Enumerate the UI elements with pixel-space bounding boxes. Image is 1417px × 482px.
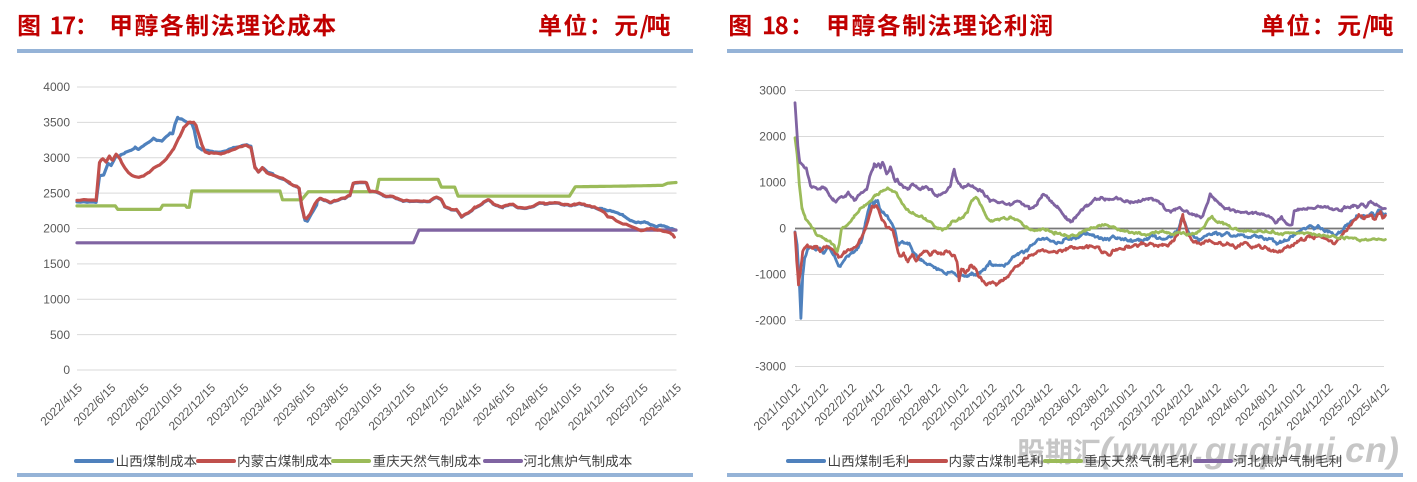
svg-text:(www.guqihui.cn): (www.guqihui.cn): [1100, 430, 1399, 470]
svg-text:3500: 3500: [43, 116, 70, 130]
svg-text:2500: 2500: [43, 186, 70, 200]
svg-text:1000: 1000: [759, 176, 786, 190]
svg-text:0: 0: [63, 363, 70, 377]
svg-text:-1000: -1000: [755, 268, 786, 282]
svg-text:-3000: -3000: [755, 360, 786, 374]
svg-text:1500: 1500: [43, 257, 70, 271]
svg-text:3000: 3000: [759, 84, 786, 98]
svg-text:2000: 2000: [759, 130, 786, 144]
svg-text:2000: 2000: [43, 222, 70, 236]
svg-text:0: 0: [779, 222, 786, 236]
svg-text:500: 500: [50, 328, 70, 342]
svg-text:4000: 4000: [43, 80, 70, 94]
svg-text:3000: 3000: [43, 151, 70, 165]
svg-text:1000: 1000: [43, 292, 70, 306]
svg-text:-2000: -2000: [755, 314, 786, 328]
